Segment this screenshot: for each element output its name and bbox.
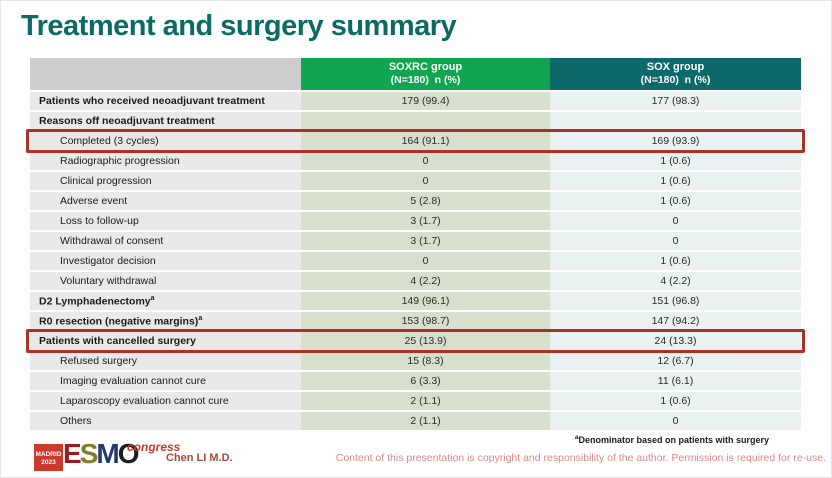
sox-value-cell: 4 (2.2)	[550, 272, 801, 290]
sox-value-cell: 169 (93.9)	[550, 132, 801, 150]
soxrc-value-cell: 179 (99.4)	[301, 92, 550, 110]
soxrc-value-cell: 0	[301, 252, 550, 270]
table-row: Voluntary withdrawal 4 (2.2) 4 (2.2)	[30, 272, 801, 290]
table-row: R0 resection (negative margins)a 153 (98.…	[30, 312, 801, 330]
table-row: Investigator decision 0 1 (0.6)	[30, 252, 801, 270]
soxrc-group-header: SOXRC group (N=180) n (%)	[301, 58, 550, 90]
row-label-cell: Patients who received neoadjuvant treatm…	[30, 92, 301, 110]
soxrc-value-cell: 6 (3.3)	[301, 372, 550, 390]
row-label-cell: Radiographic progression	[30, 152, 301, 170]
sox-value-cell: 177 (98.3)	[550, 92, 801, 110]
soxrc-value-cell: 2 (1.1)	[301, 412, 550, 430]
footnote-marker: a	[150, 294, 155, 302]
sox-value-cell: 11 (6.1)	[550, 372, 801, 390]
soxrc-value-cell: 0	[301, 152, 550, 170]
table-row: Reasons off neoadjuvant treatment	[30, 112, 801, 130]
table-row: Withdrawal of consent 3 (1.7) 0	[30, 232, 801, 250]
table-footnote: aDenominator based on patients with surg…	[575, 434, 769, 445]
soxrc-value-cell: 25 (13.9)	[301, 332, 550, 350]
sox-header-line1: SOX group	[646, 61, 705, 74]
soxrc-value-cell: 0	[301, 172, 550, 190]
row-label-cell: Clinical progression	[30, 172, 301, 190]
table-corner-cell	[30, 58, 301, 90]
table-row: Completed (3 cycles) 164 (91.1) 169 (93.9)	[30, 132, 801, 150]
congress-label: congress	[127, 440, 181, 454]
page-title: Treatment and surgery summary	[21, 10, 457, 42]
copyright-notice: Content of this presentation is copyrigh…	[335, 452, 826, 464]
footnote-text: Denominator based on patients with surge…	[578, 435, 769, 445]
sox-group-header: SOX group (N=180) n (%)	[550, 58, 801, 90]
esmo-letter-o: O	[117, 438, 140, 469]
row-label-cell: Refused surgery	[30, 352, 301, 370]
soxrc-value-cell: 5 (2.8)	[301, 192, 550, 210]
soxrc-value-cell	[301, 112, 550, 130]
summary-table: SOXRC group (N=180) n (%) SOX group (N=1…	[26, 56, 805, 432]
row-label-cell: Laparoscopy evaluation cannot cure	[30, 392, 301, 410]
row-label-cell: Loss to follow-up	[30, 212, 301, 230]
footnote-marker: a	[198, 314, 203, 322]
table-header-row: SOXRC group (N=180) n (%) SOX group (N=1…	[30, 58, 801, 90]
sox-value-cell: 1 (0.6)	[550, 172, 801, 190]
table-row: Clinical progression 0 1 (0.6)	[30, 172, 801, 190]
soxrc-header-line1: SOXRC group	[388, 61, 463, 74]
esmo-congress-logo: MADRID 2023 ESMO congress	[34, 438, 180, 477]
row-label-cell: Adverse event	[30, 192, 301, 210]
sox-value-cell: 12 (6.7)	[550, 352, 801, 370]
treatment-surgery-table: SOXRC group (N=180) n (%) SOX group (N=1…	[30, 56, 801, 432]
row-label-cell: Withdrawal of consent	[30, 232, 301, 250]
row-label-cell: D2 Lymphadenectomya	[30, 292, 301, 310]
sox-value-cell: 1 (0.6)	[550, 152, 801, 170]
madrid-2023-badge: MADRID 2023	[34, 444, 63, 471]
table-row: Adverse event 5 (2.8) 1 (0.6)	[30, 192, 801, 210]
sox-value-cell: 24 (13.3)	[550, 332, 801, 350]
row-label-cell: Patients with cancelled surgery	[30, 332, 301, 350]
soxrc-value-cell: 3 (1.7)	[301, 232, 550, 250]
sox-value-cell	[550, 112, 801, 130]
table-row: D2 Lymphadenectomya 149 (96.1) 151 (96.8)	[30, 292, 801, 310]
sox-value-cell: 1 (0.6)	[550, 392, 801, 410]
sox-value-cell: 147 (94.2)	[550, 312, 801, 330]
table-row: Laparoscopy evaluation cannot cure 2 (1.1…	[30, 392, 801, 410]
row-label-cell: Investigator decision	[30, 252, 301, 270]
esmo-letter-e: E	[63, 438, 82, 469]
soxrc-value-cell: 153 (98.7)	[301, 312, 550, 330]
table-row: Others 2 (1.1) 0	[30, 412, 801, 430]
esmo-letter-s: S	[79, 438, 99, 469]
soxrc-value-cell: 3 (1.7)	[301, 212, 550, 230]
row-label-cell: Reasons off neoadjuvant treatment	[30, 112, 301, 130]
sox-value-cell: 0	[550, 212, 801, 230]
sox-value-cell: 151 (96.8)	[550, 292, 801, 310]
soxrc-value-cell: 149 (96.1)	[301, 292, 550, 310]
sox-header-line2: (N=180) n (%)	[640, 74, 711, 87]
table-row: Patients with cancelled surgery 25 (13.9)…	[30, 332, 801, 350]
footnote-marker: a	[574, 434, 579, 441]
table-row: Loss to follow-up 3 (1.7) 0	[30, 212, 801, 230]
sox-value-cell: 0	[550, 232, 801, 250]
row-label-cell: Imaging evaluation cannot cure	[30, 372, 301, 390]
sox-value-cell: 0	[550, 412, 801, 430]
sox-value-cell: 1 (0.6)	[550, 192, 801, 210]
esmo-letter-m: M	[96, 438, 119, 469]
presenter-name: Chen LI M.D.	[166, 452, 233, 464]
soxrc-value-cell: 2 (1.1)	[301, 392, 550, 410]
soxrc-header-line2: (N=180) n (%)	[390, 74, 461, 87]
logo-location: MADRID	[35, 451, 62, 458]
table-row: Patients who received neoadjuvant treatm…	[30, 92, 801, 110]
sox-value-cell: 1 (0.6)	[550, 252, 801, 270]
row-label-cell: Completed (3 cycles)	[30, 132, 301, 150]
row-label-cell: Voluntary withdrawal	[30, 272, 301, 290]
table-row: Refused surgery 15 (8.3) 12 (6.7)	[30, 352, 801, 370]
esmo-wordmark: ESMO	[63, 438, 140, 470]
row-label-cell: Others	[30, 412, 301, 430]
soxrc-value-cell: 15 (8.3)	[301, 352, 550, 370]
soxrc-value-cell: 4 (2.2)	[301, 272, 550, 290]
table-row: Imaging evaluation cannot cure 6 (3.3) 11 …	[30, 372, 801, 390]
soxrc-value-cell: 164 (91.1)	[301, 132, 550, 150]
row-label-cell: R0 resection (negative margins)a	[30, 312, 301, 330]
table-row: Radiographic progression 0 1 (0.6)	[30, 152, 801, 170]
logo-year: 2023	[41, 459, 56, 467]
